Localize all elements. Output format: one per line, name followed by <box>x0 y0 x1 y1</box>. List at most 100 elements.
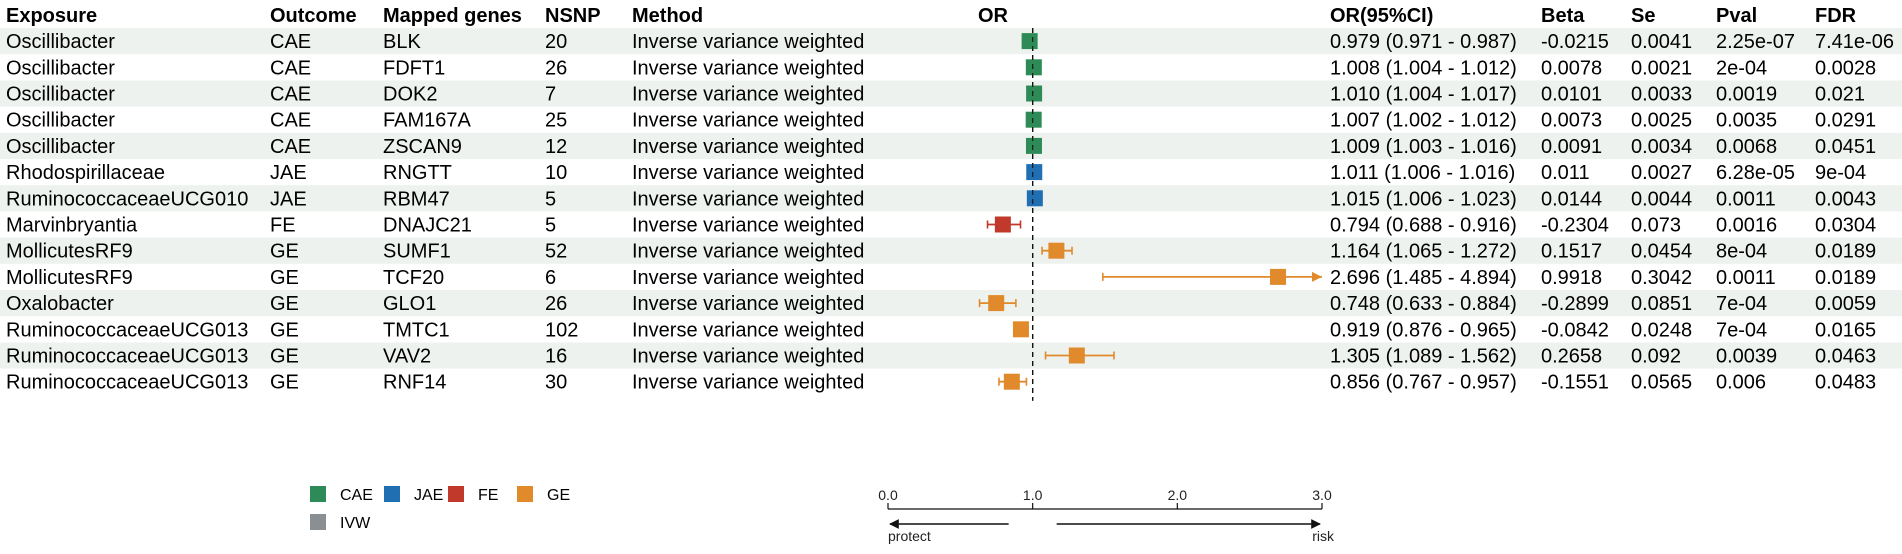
nsnp-cell: 5 <box>545 215 556 237</box>
nsnp-cell: 12 <box>545 136 567 158</box>
fdr-cell: 0.0189 <box>1815 241 1876 263</box>
fdr-cell: 0.0291 <box>1815 110 1876 132</box>
exposure-cell: Oscillibacter <box>6 31 115 53</box>
exposure-cell: Rhodospirillaceae <box>6 162 165 184</box>
se-cell: 0.0248 <box>1631 319 1692 341</box>
or-point <box>1003 373 1020 390</box>
nsnp-cell: 7 <box>545 84 556 106</box>
or-point <box>1025 137 1042 154</box>
se-cell: 0.0041 <box>1631 31 1692 53</box>
fdr-cell: 0.0189 <box>1815 267 1876 289</box>
table-row: Oscillibacter CAE DOK2 7 Inverse variance we… <box>6 84 1865 106</box>
beta-cell: 0.0101 <box>1541 84 1602 106</box>
header-method: Method <box>632 5 703 27</box>
or-point <box>988 295 1005 312</box>
or-ci-cell: 1.008 (1.004 - 1.012) <box>1330 57 1517 79</box>
fdr-cell: 0.021 <box>1815 84 1865 106</box>
table-row: RuminococcaceaeUCG013 GE RNF14 30 Inverse va… <box>6 372 1876 394</box>
method-cell: Inverse variance weighted <box>632 188 864 210</box>
gene-cell: FDFT1 <box>383 57 445 79</box>
beta-cell: 0.1517 <box>1541 241 1602 263</box>
se-cell: 0.073 <box>1631 215 1681 237</box>
table-row: Oxalobacter GE GLO1 26 Inverse variance weig… <box>6 293 1876 315</box>
exposure-cell: Oscillibacter <box>6 57 115 79</box>
outcome-cell: CAE <box>270 57 311 79</box>
outcome-cell: JAE <box>270 188 307 210</box>
nsnp-cell: 5 <box>545 188 556 210</box>
outcome-cell: CAE <box>270 31 311 53</box>
or-axis: protect risk 0.0 1.0 2.0 3.0 <box>878 487 1335 544</box>
legend-item: CAE <box>310 486 373 504</box>
gene-cell: TMTC1 <box>383 319 450 341</box>
table-row: RuminococcaceaeUCG013 GE VAV2 16 Inverse var… <box>6 346 1876 368</box>
nsnp-cell: 52 <box>545 241 567 263</box>
legend-label: IVW <box>340 515 371 532</box>
method-cell: Inverse variance weighted <box>632 319 864 341</box>
method-cell: Inverse variance weighted <box>632 215 864 237</box>
outcome-cell: GE <box>270 241 299 263</box>
or-point <box>1026 190 1043 207</box>
or-ci-cell: 1.011 (1.006 - 1.016) <box>1330 162 1515 184</box>
se-cell: 0.0034 <box>1631 136 1692 158</box>
gene-cell: DOK2 <box>383 84 437 106</box>
pval-cell: 7e-04 <box>1716 293 1767 315</box>
gene-cell: FAM167A <box>383 110 471 132</box>
legend-label: JAE <box>414 487 443 504</box>
column-headers: Exposure Outcome Mapped genes NSNP Metho… <box>6 5 1857 27</box>
outcome-cell: GE <box>270 267 299 289</box>
nsnp-cell: 16 <box>545 346 567 368</box>
pval-cell: 0.0039 <box>1716 346 1777 368</box>
method-cell: Inverse variance weighted <box>632 110 864 132</box>
method-cell: Inverse variance weighted <box>632 267 864 289</box>
row-stripe <box>0 290 1902 317</box>
or-ci-cell: 1.015 (1.006 - 1.023) <box>1330 188 1517 210</box>
legend-label: CAE <box>340 487 373 504</box>
nsnp-cell: 30 <box>545 372 567 394</box>
method-cell: Inverse variance weighted <box>632 293 864 315</box>
outcome-cell: CAE <box>270 136 311 158</box>
beta-cell: 0.0091 <box>1541 136 1602 158</box>
legend: CAE JAE FE GE IVW <box>310 486 570 532</box>
gene-cell: SUMF1 <box>383 241 451 263</box>
ci-overflow-arrow <box>1312 271 1322 282</box>
table-row: Oscillibacter CAE FAM167A 25 Inverse varianc… <box>6 110 1876 132</box>
or-ci-cell: 1.305 (1.089 - 1.562) <box>1330 346 1517 368</box>
se-cell: 0.0044 <box>1631 188 1692 210</box>
table-row: Oscillibacter CAE BLK 20 Inverse variance we… <box>6 31 1894 53</box>
table-row: Oscillibacter CAE ZSCAN9 12 Inverse variance… <box>6 136 1876 158</box>
outcome-cell: GE <box>270 293 299 315</box>
row-stripe <box>0 132 1902 159</box>
table-row: Marvinbryantia FE DNAJC21 5 Inverse variance… <box>6 215 1876 237</box>
or-ci-cell: 0.919 (0.876 - 0.965) <box>1330 319 1517 341</box>
x-tick-label: 0.0 <box>878 487 898 503</box>
or-ci-cell: 1.007 (1.002 - 1.012) <box>1330 110 1517 132</box>
header-exposure: Exposure <box>6 5 97 27</box>
row-stripe <box>0 342 1902 369</box>
method-cell: Inverse variance weighted <box>632 372 864 394</box>
legend-swatch <box>517 486 533 502</box>
table-row: MollicutesRF9 GE SUMF1 52 Inverse variance w… <box>6 241 1876 263</box>
nsnp-cell: 10 <box>545 162 567 184</box>
nsnp-cell: 25 <box>545 110 567 132</box>
method-cell: Inverse variance weighted <box>632 84 864 106</box>
exposure-cell: Oxalobacter <box>6 293 114 315</box>
nsnp-cell: 102 <box>545 319 578 341</box>
exposure-cell: Marvinbryantia <box>6 215 138 237</box>
row-stripe <box>0 28 1902 55</box>
se-cell: 0.0851 <box>1631 293 1692 315</box>
nsnp-cell: 26 <box>545 293 567 315</box>
pval-cell: 0.0011 <box>1716 267 1776 289</box>
nsnp-cell: 6 <box>545 267 556 289</box>
exposure-cell: Oscillibacter <box>6 110 115 132</box>
or-point <box>1270 268 1287 285</box>
gene-cell: ZSCAN9 <box>383 136 462 158</box>
gene-cell: RNGTT <box>383 162 452 184</box>
fdr-cell: 0.0165 <box>1815 319 1876 341</box>
beta-cell: 0.011 <box>1541 162 1590 184</box>
forest-marks <box>978 28 1322 401</box>
or-ci-cell: 2.696 (1.485 - 4.894) <box>1330 267 1517 289</box>
or-point <box>1026 85 1043 102</box>
legend-item: GE <box>517 486 570 504</box>
header-mapped-genes: Mapped genes <box>383 5 522 27</box>
protect-label: protect <box>888 528 931 544</box>
